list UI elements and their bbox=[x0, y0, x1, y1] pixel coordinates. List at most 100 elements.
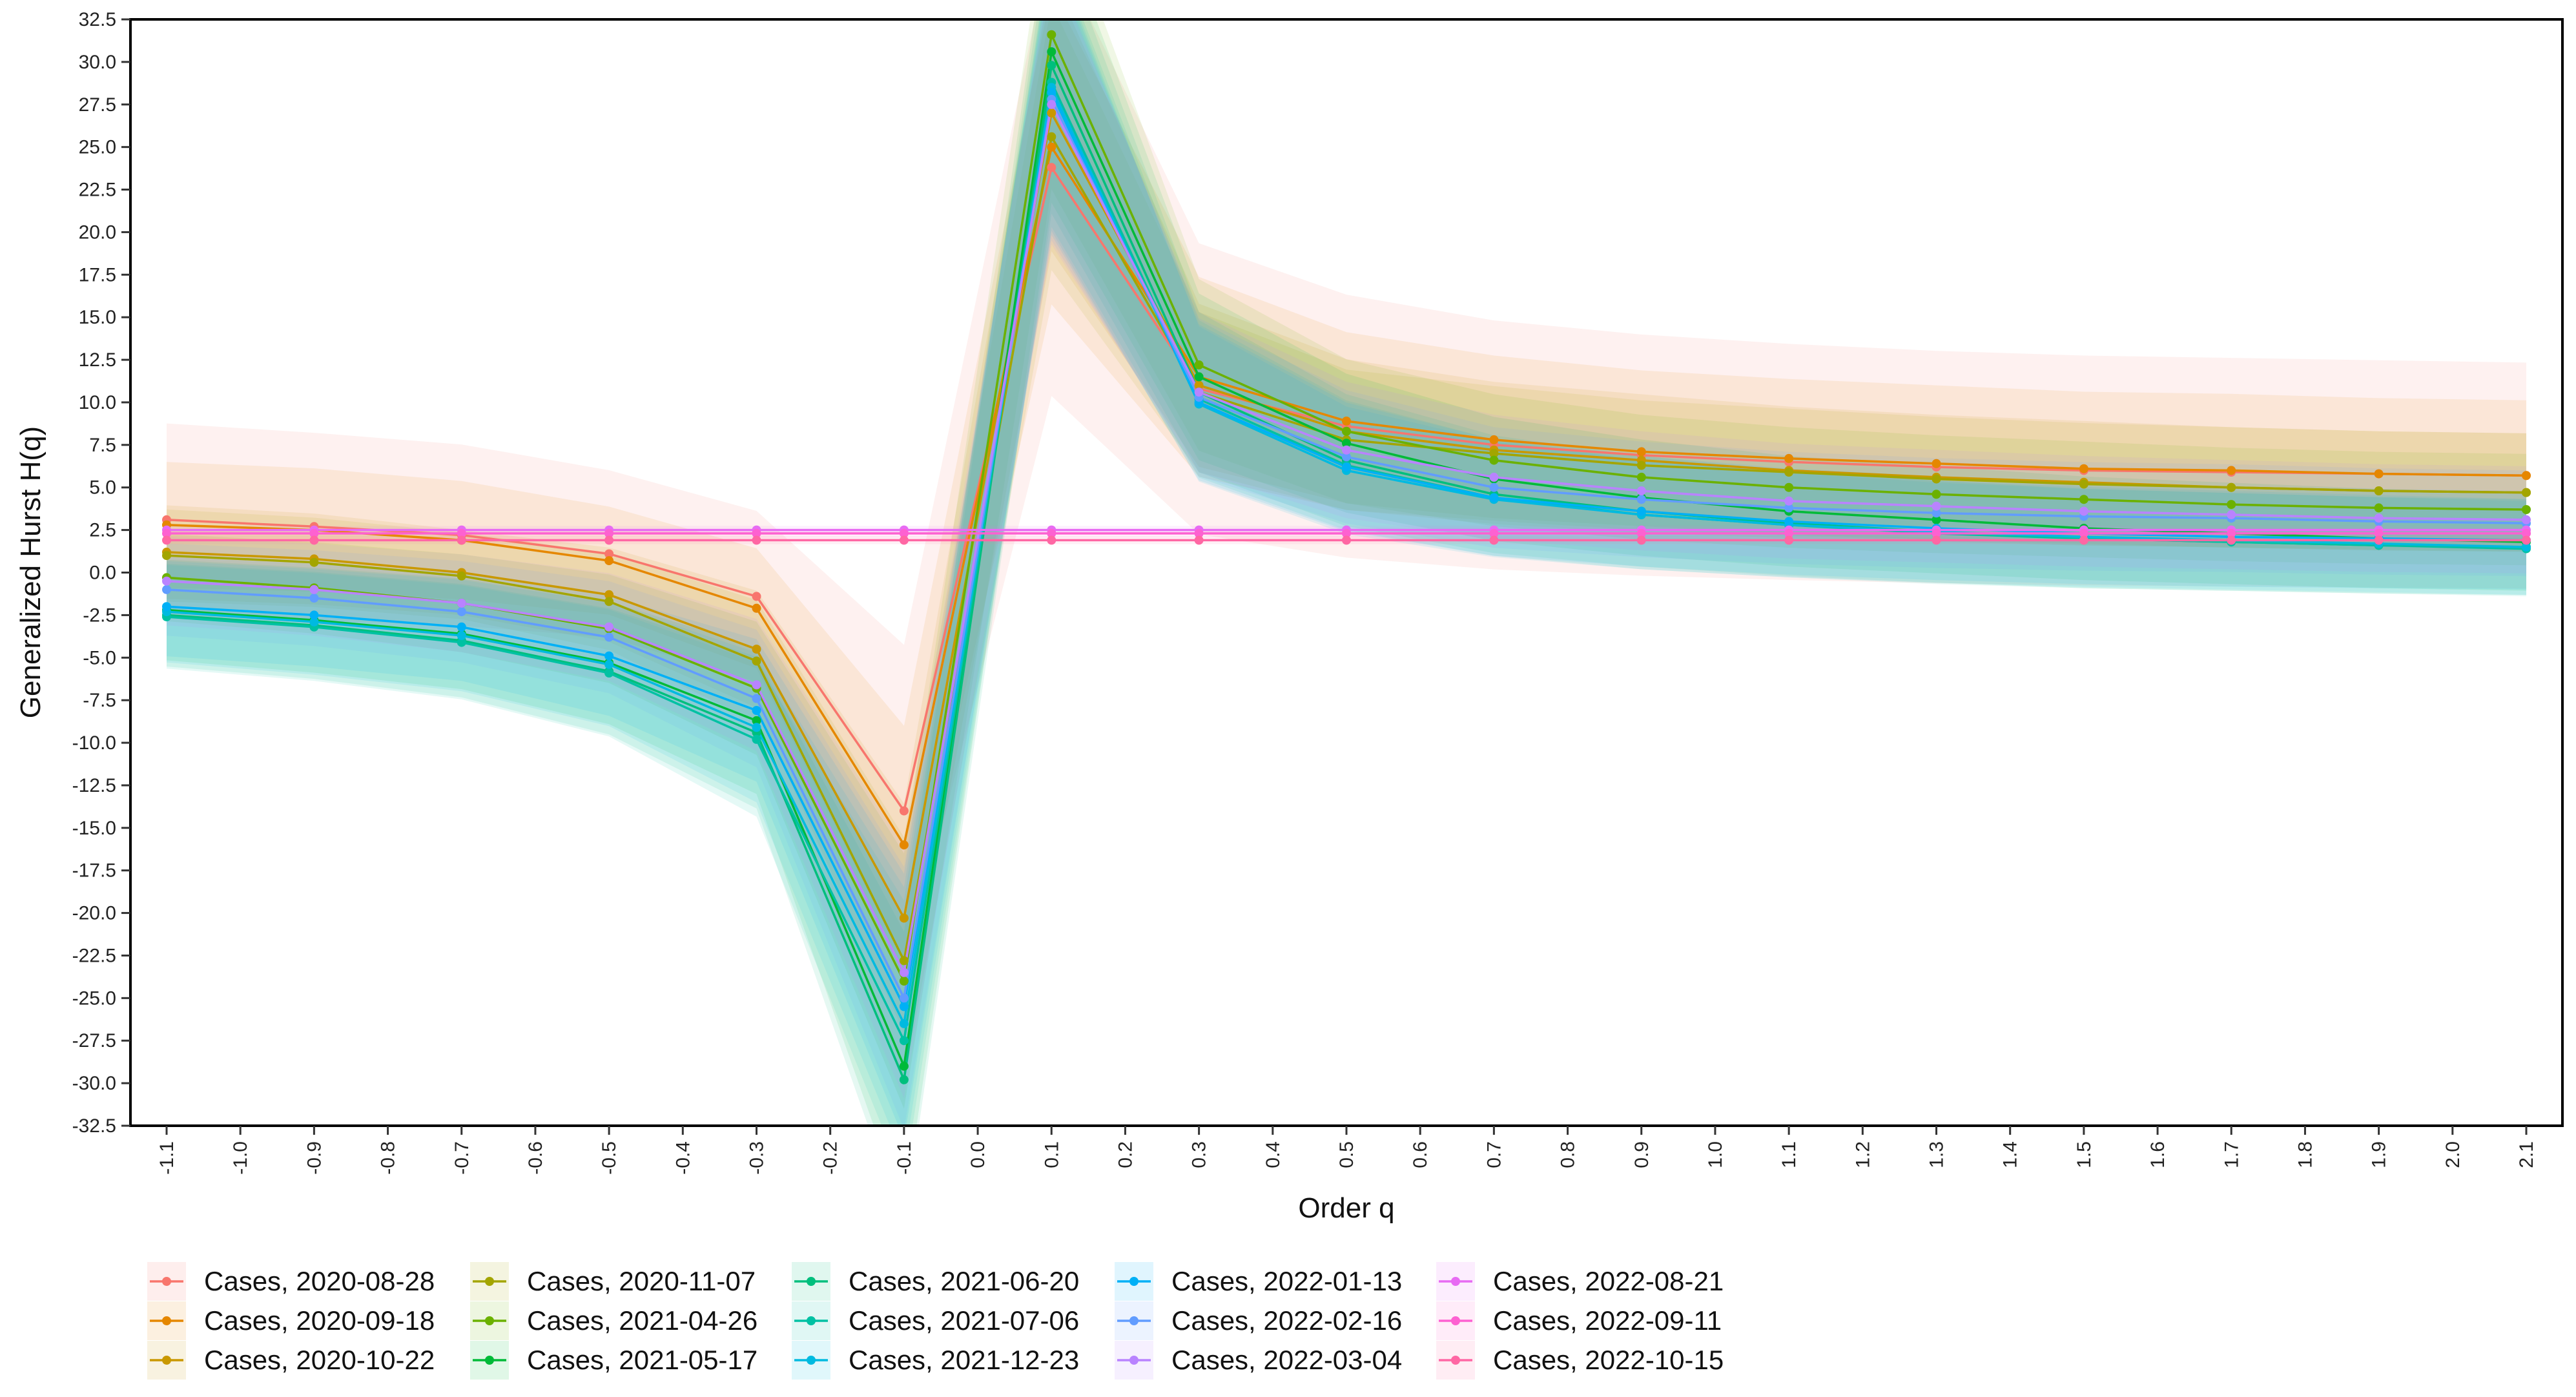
legend-label: Cases, 2021-06-20 bbox=[849, 1266, 1079, 1296]
data-point bbox=[1489, 455, 1499, 465]
data-point bbox=[457, 598, 466, 608]
data-point bbox=[1342, 535, 1351, 545]
x-tick-label: -0.2 bbox=[820, 1141, 841, 1175]
data-point bbox=[2227, 528, 2236, 538]
legend-item: Cases, 2022-02-16 bbox=[1115, 1301, 1402, 1340]
data-point bbox=[2374, 535, 2384, 545]
legend-item: Cases, 2022-01-13 bbox=[1115, 1262, 1402, 1301]
data-point bbox=[2079, 464, 2088, 473]
data-point bbox=[752, 528, 761, 538]
data-point bbox=[2522, 528, 2531, 538]
x-tick-label: -1.0 bbox=[230, 1141, 251, 1175]
data-point bbox=[457, 622, 466, 632]
data-point bbox=[2079, 495, 2088, 504]
data-point bbox=[604, 622, 614, 632]
series-band bbox=[167, 19, 2526, 1126]
data-point bbox=[2522, 471, 2531, 481]
legend-key-point bbox=[1129, 1356, 1139, 1365]
legend-key-point bbox=[1451, 1356, 1460, 1365]
data-point bbox=[309, 535, 319, 545]
data-point bbox=[457, 637, 466, 647]
legend-label: Cases, 2021-12-23 bbox=[849, 1345, 1079, 1375]
data-point bbox=[1194, 372, 1204, 382]
data-point bbox=[2079, 479, 2088, 489]
data-point bbox=[2522, 535, 2531, 545]
data-point bbox=[309, 594, 319, 603]
data-point bbox=[1342, 426, 1351, 436]
x-tick-label: -0.9 bbox=[304, 1141, 325, 1175]
data-point bbox=[752, 603, 761, 613]
legend-label: Cases, 2020-11-07 bbox=[527, 1266, 756, 1296]
y-tick-label: 25.0 bbox=[79, 137, 116, 158]
data-point bbox=[2522, 488, 2531, 497]
y-tick-label: 10.0 bbox=[79, 392, 116, 413]
data-point bbox=[309, 617, 319, 626]
x-tick-label: 0.4 bbox=[1262, 1141, 1284, 1168]
data-point bbox=[1932, 474, 1941, 484]
data-point bbox=[752, 694, 761, 703]
y-tick-label: 22.5 bbox=[79, 180, 116, 201]
legend-key-point bbox=[1451, 1316, 1460, 1325]
data-point bbox=[2227, 466, 2236, 475]
x-tick-label: -0.3 bbox=[747, 1141, 768, 1175]
y-tick-label: -12.5 bbox=[72, 775, 116, 796]
data-point bbox=[1932, 508, 1941, 518]
data-point bbox=[309, 585, 319, 594]
data-point bbox=[1784, 528, 1794, 538]
y-tick-label: -10.0 bbox=[72, 732, 116, 754]
series-band bbox=[167, 19, 2526, 1126]
x-tick-label: 0.8 bbox=[1558, 1141, 1579, 1168]
series-band bbox=[167, 19, 2526, 1126]
data-point bbox=[1342, 439, 1351, 448]
data-point bbox=[752, 592, 761, 601]
data-point bbox=[2079, 535, 2088, 545]
y-axis: -32.5 -30.0 -27.5 -25.0 -22.5 -20.0 -17.5 -15.0… bbox=[72, 9, 130, 1137]
data-point bbox=[899, 528, 909, 538]
x-tick-label: -0.7 bbox=[451, 1141, 473, 1175]
x-tick-label: 1.4 bbox=[2000, 1141, 2021, 1168]
data-point bbox=[604, 651, 614, 661]
data-point bbox=[1784, 482, 1794, 492]
data-point bbox=[1784, 535, 1794, 545]
data-point bbox=[457, 607, 466, 617]
data-point bbox=[2227, 535, 2236, 545]
data-point bbox=[2374, 486, 2384, 495]
data-point bbox=[1489, 472, 1499, 482]
x-tick-label: 1.9 bbox=[2369, 1141, 2390, 1168]
series-points bbox=[162, 30, 2531, 1084]
x-tick-label: 1.0 bbox=[1705, 1141, 1726, 1168]
data-point bbox=[1932, 459, 1941, 468]
series-band bbox=[167, 19, 2526, 1099]
data-point bbox=[2374, 469, 2384, 479]
data-point bbox=[1489, 449, 1499, 458]
data-point bbox=[752, 734, 761, 744]
legend-item: Cases, 2021-07-06 bbox=[792, 1301, 1079, 1340]
data-point bbox=[752, 706, 761, 715]
y-tick-label: -2.5 bbox=[83, 605, 116, 626]
data-point bbox=[2079, 528, 2088, 538]
legend-key-point bbox=[807, 1356, 816, 1365]
data-point bbox=[162, 585, 171, 594]
legend-item: Cases, 2022-09-11 bbox=[1436, 1301, 1722, 1340]
legend-item: Cases, 2022-10-15 bbox=[1436, 1341, 1724, 1380]
data-point bbox=[1636, 535, 1646, 545]
x-axis: -1.1 -1.0 -0.9 -0.8 -0.7 -0.6 -0.5 -0.4 -0.3 -0.2… bbox=[156, 1126, 2537, 1175]
data-point bbox=[1047, 142, 1056, 152]
legend-key-point bbox=[162, 1277, 171, 1286]
data-point bbox=[604, 659, 614, 669]
y-tick-label: -22.5 bbox=[72, 945, 116, 966]
data-point bbox=[1047, 163, 1056, 172]
data-point bbox=[2227, 482, 2236, 492]
data-point bbox=[1636, 472, 1646, 482]
data-point bbox=[1932, 528, 1941, 538]
data-point bbox=[1194, 360, 1204, 369]
data-point bbox=[752, 716, 761, 725]
data-point bbox=[1047, 528, 1056, 538]
data-point bbox=[899, 913, 909, 923]
data-point bbox=[1784, 468, 1794, 477]
data-point bbox=[1489, 482, 1499, 492]
data-point bbox=[162, 551, 171, 561]
legend-item: Cases, 2021-06-20 bbox=[792, 1262, 1079, 1301]
data-point bbox=[1194, 528, 1204, 538]
data-point bbox=[1636, 447, 1646, 457]
